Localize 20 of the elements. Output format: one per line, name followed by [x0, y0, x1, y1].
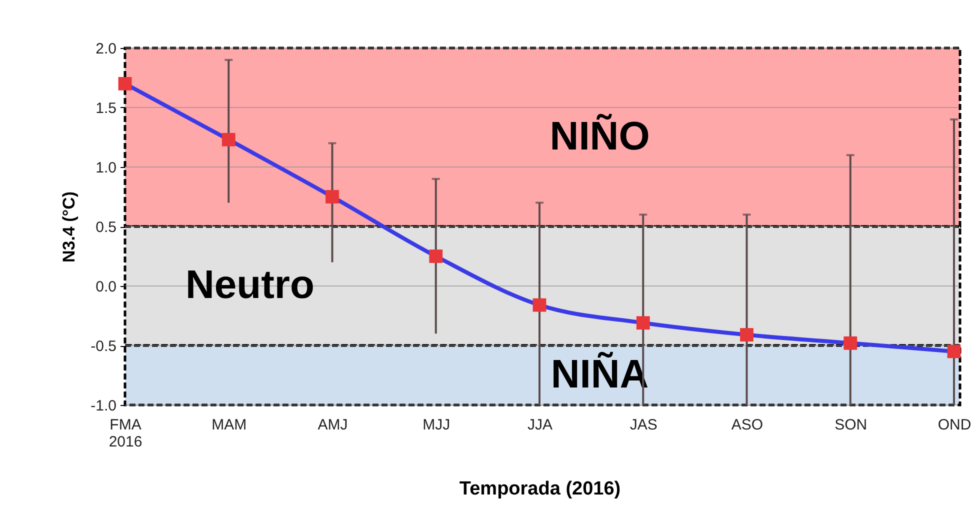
x-axis-title: Temporada (2016)	[459, 478, 621, 500]
x-tick-label: JJA	[527, 416, 553, 434]
y-tick-label: 0.0	[96, 278, 116, 296]
x-tick-label: ASO	[731, 416, 764, 434]
y-tick-label: 1.0	[96, 160, 116, 176]
y-tick-label: -0.5	[90, 338, 116, 355]
x-tick-label: SON	[834, 416, 868, 434]
y-tick-label: 0.5	[96, 219, 116, 236]
y-tick-label: -1.0	[90, 398, 116, 414]
band-label: NIÑO	[550, 113, 650, 158]
x-tick-label: MAM	[212, 416, 247, 434]
x-tick-label: MJJ	[422, 416, 450, 434]
x-tick-label: AMJ	[318, 416, 348, 434]
y-tick-label: 2.0	[96, 40, 116, 58]
band-label: Neutro	[186, 263, 314, 307]
x-tick-label: JAS	[630, 416, 658, 434]
x-tick-label: OND	[938, 416, 972, 434]
y-axis-title: N3.4 (°C)	[60, 191, 79, 263]
y-tick-label: 1.5	[96, 100, 116, 117]
x-tick-label: FMA 2016	[108, 416, 142, 450]
